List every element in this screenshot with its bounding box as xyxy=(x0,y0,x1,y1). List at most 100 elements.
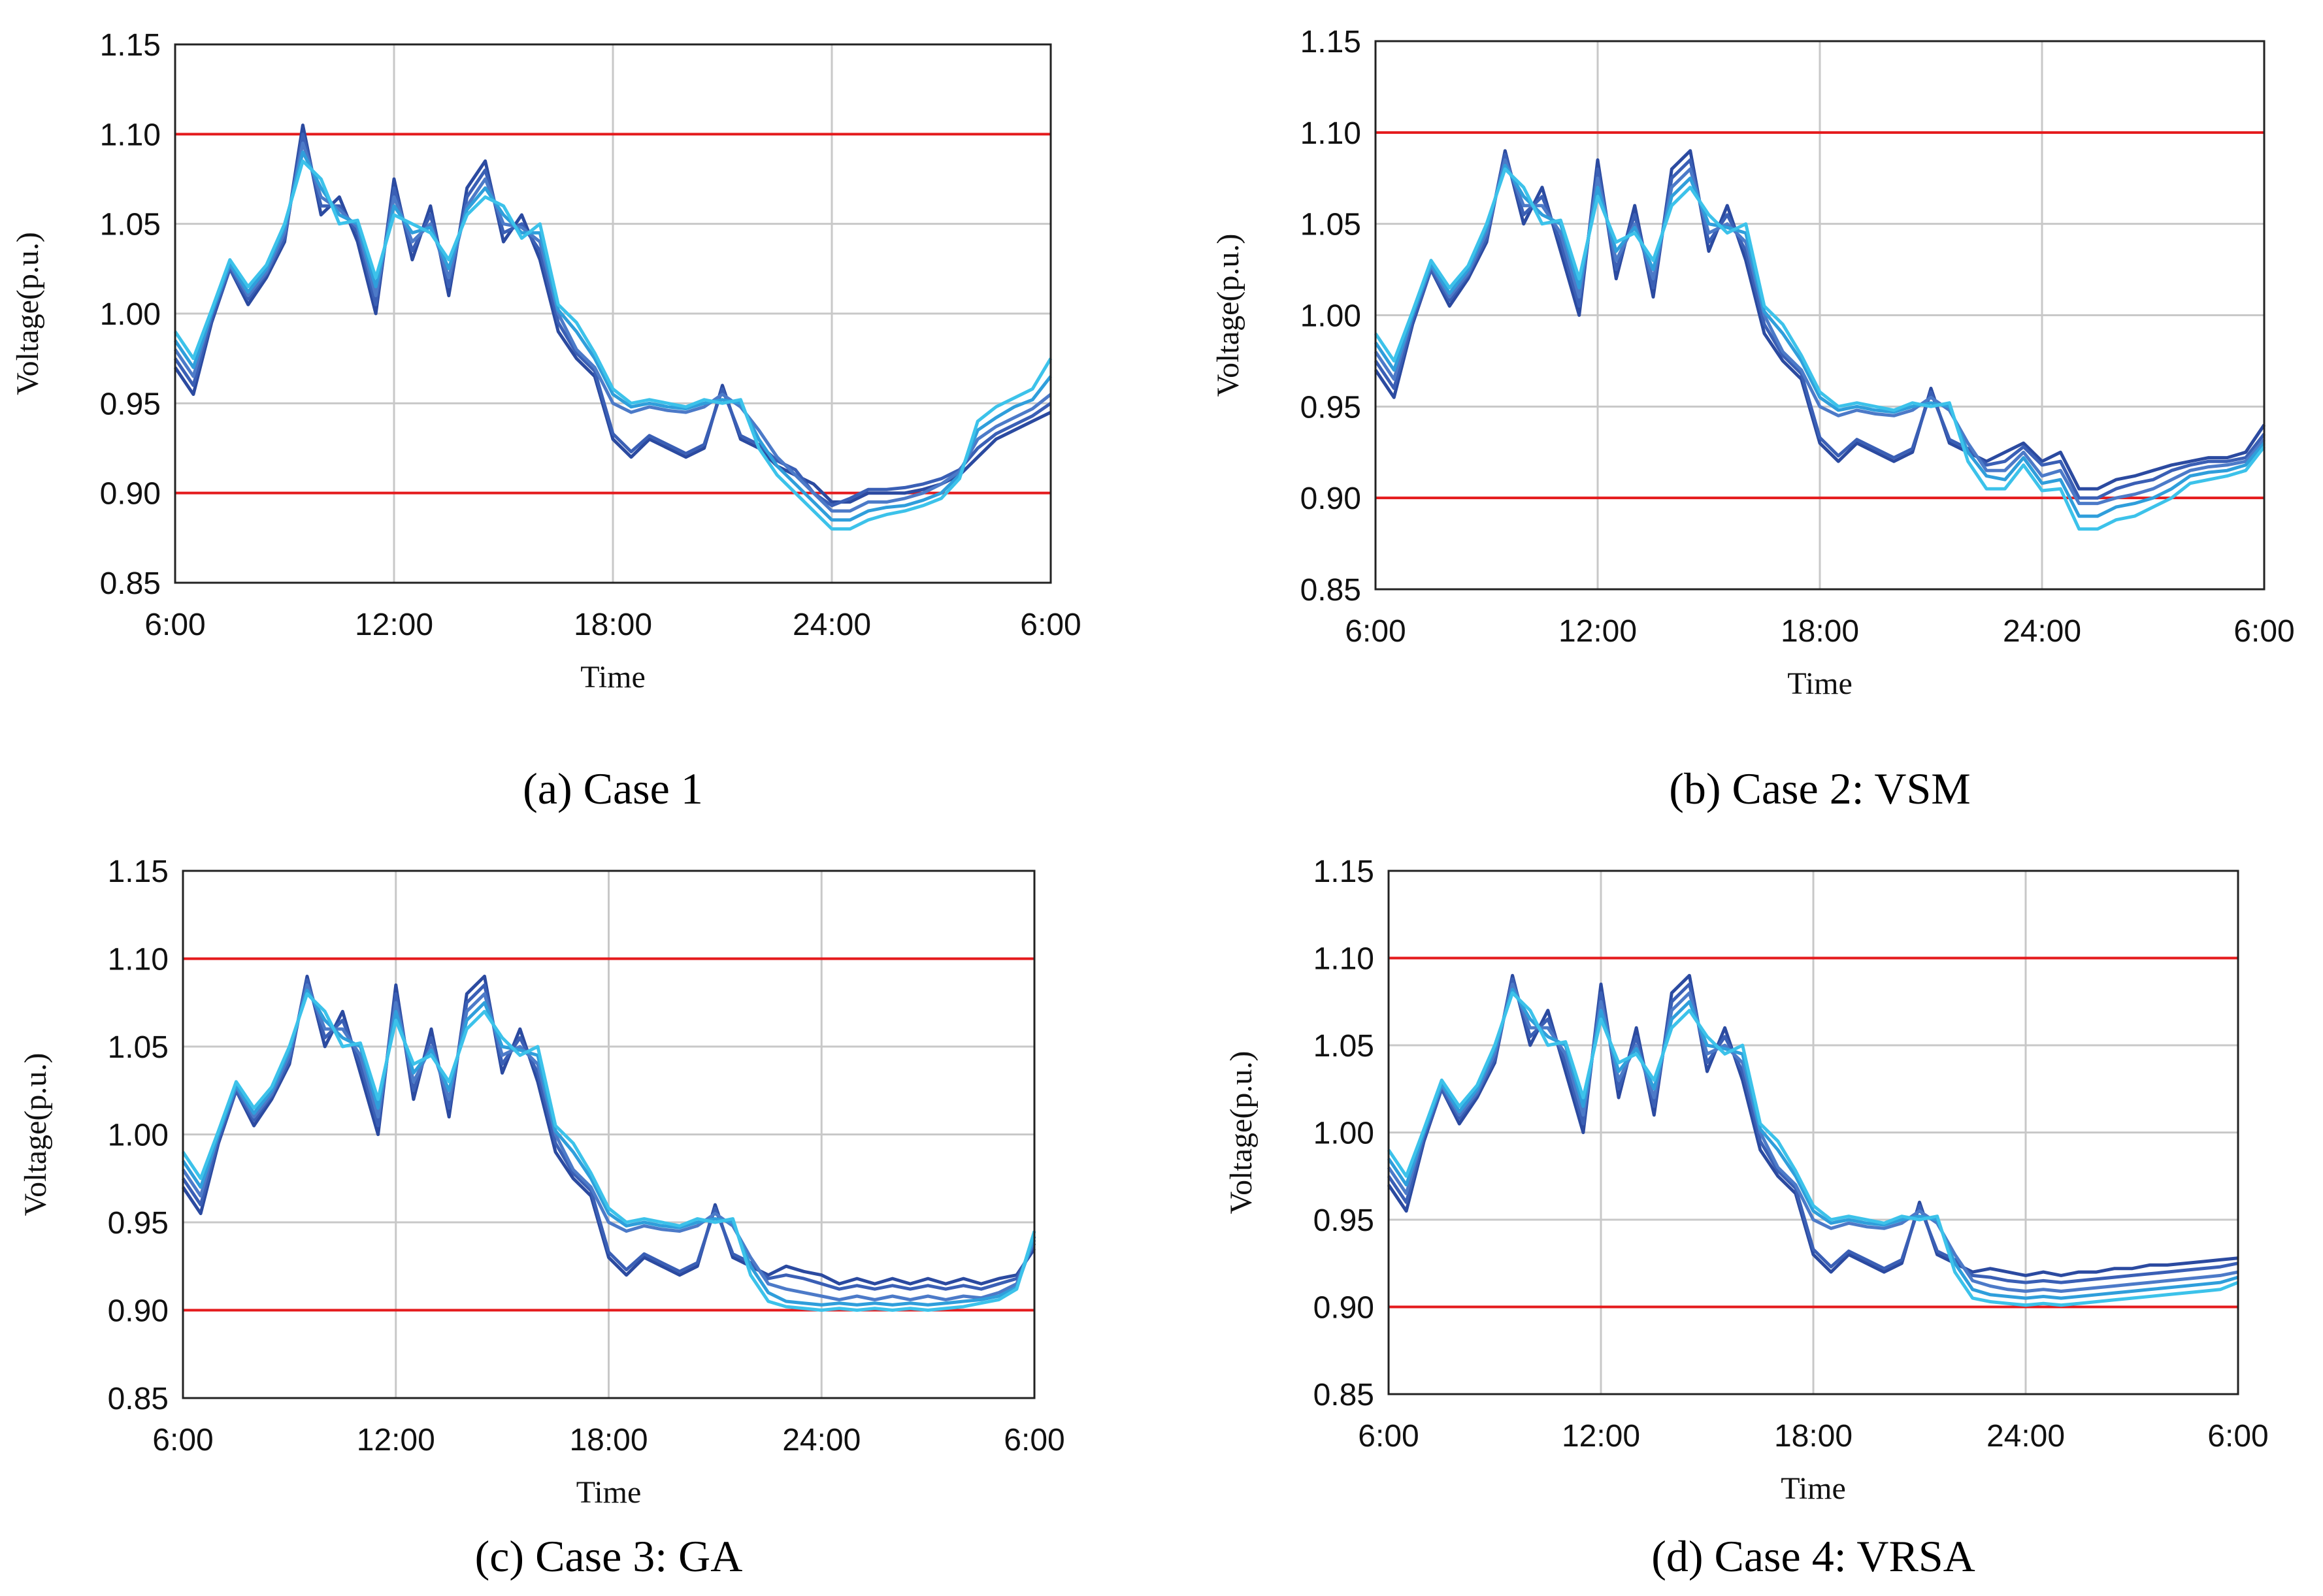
y-tick-label-b-6: 1.15 xyxy=(1300,25,1361,59)
y-tick-label-d-2: 0.95 xyxy=(1313,1203,1374,1238)
y-tick-label-c-6: 1.15 xyxy=(108,855,169,889)
x-tick-label-a-3: 24:00 xyxy=(793,608,871,642)
caption-c: (c) Case 3: GA xyxy=(475,1531,743,1581)
y-tick-label-a-5: 1.10 xyxy=(100,118,161,152)
x-tick-label-b-1: 12:00 xyxy=(1558,614,1637,649)
y-tick-label-a-6: 1.15 xyxy=(100,28,161,63)
x-tick-label-d-0: 6:00 xyxy=(1358,1419,1419,1454)
y-tick-label-a-1: 0.90 xyxy=(100,477,161,512)
y-tick-label-a-4: 1.05 xyxy=(100,208,161,242)
y-tick-label-b-3: 1.00 xyxy=(1300,299,1361,334)
grid-d xyxy=(1389,871,2238,1394)
caption-a: (a) Case 1 xyxy=(523,764,703,813)
x-tick-label-a-4: 6:00 xyxy=(1020,608,1081,642)
series-line-a-2 xyxy=(173,132,1052,508)
x-axis-label-b: Time xyxy=(1787,666,1853,701)
series-line-d-5 xyxy=(1387,991,2239,1307)
x-tick-label-a-2: 18:00 xyxy=(574,608,652,642)
y-tick-label-c-0: 0.85 xyxy=(108,1382,169,1416)
x-tick-label-d-2: 18:00 xyxy=(1774,1419,1853,1454)
x-tick-label-c-0: 6:00 xyxy=(152,1423,213,1458)
series-line-a-5 xyxy=(173,159,1053,531)
y-tick-label-a-0: 0.85 xyxy=(100,566,161,601)
x-axis-label-c: Time xyxy=(576,1475,642,1510)
y-tick-label-d-6: 1.15 xyxy=(1313,855,1374,889)
caption-b: (b) Case 2: VSM xyxy=(1669,764,1971,813)
plot-frame-a xyxy=(174,43,1052,584)
x-tick-label-b-3: 24:00 xyxy=(2003,614,2081,649)
y-tick-label-b-2: 0.95 xyxy=(1300,390,1361,425)
y-axis-label-a: Voltage(p.u.) xyxy=(10,232,45,395)
y-tick-label-d-4: 1.05 xyxy=(1313,1029,1374,1064)
y-tick-label-b-0: 0.85 xyxy=(1300,573,1361,608)
series-lines-d xyxy=(1387,973,2239,1307)
x-tick-label-b-2: 18:00 xyxy=(1781,614,1859,649)
plot-frame-b xyxy=(1374,40,2265,591)
y-tick-label-d-0: 0.85 xyxy=(1313,1378,1374,1412)
series-line-b-1 xyxy=(1374,149,2266,491)
x-tick-label-d-4: 6:00 xyxy=(2207,1419,2268,1454)
y-tick-label-c-5: 1.10 xyxy=(108,943,169,977)
x-tick-label-b-0: 6:00 xyxy=(1345,614,1406,649)
series-line-b-2 xyxy=(1374,152,2265,500)
panel-c: 0.85 0.90 0.95 1.00 1.05 1.10 1.15 6:00 12:00 18:… xyxy=(18,855,1065,1581)
series-line-d-3 xyxy=(1387,983,2239,1293)
x-tick-label-b-4: 6:00 xyxy=(2233,614,2294,649)
y-axis-label-d: Voltage(p.u.) xyxy=(1224,1051,1259,1214)
grid-b xyxy=(1376,41,2264,589)
series-line-d-4 xyxy=(1387,988,2239,1300)
y-tick-label-c-3: 1.00 xyxy=(108,1118,169,1153)
y-axis-label-c: Voltage(p.u.) xyxy=(18,1053,53,1216)
series-lines-a xyxy=(173,123,1053,531)
series-line-c-5 xyxy=(181,992,1036,1312)
y-tick-label-a-2: 0.95 xyxy=(100,387,161,421)
y-tick-label-a-3: 1.00 xyxy=(100,297,161,332)
panel-d: 0.85 0.90 0.95 1.00 1.05 1.10 1.15 6:00 12:00 18:… xyxy=(1224,855,2269,1581)
plot-frame-c xyxy=(182,870,1036,1399)
grid-c xyxy=(183,871,1034,1398)
series-line-c-2 xyxy=(181,978,1036,1291)
y-tick-label-c-1: 0.90 xyxy=(108,1294,169,1329)
series-line-c-1 xyxy=(181,974,1036,1286)
series-line-b-5 xyxy=(1374,167,2265,531)
ticks-c: 0.85 0.90 0.95 1.00 1.05 1.10 1.15 6:00 12:00 18:… xyxy=(108,855,1065,1458)
series-line-d-2 xyxy=(1387,977,2239,1284)
y-tick-label-c-2: 0.95 xyxy=(108,1206,169,1241)
y-tick-label-b-1: 0.90 xyxy=(1300,481,1361,516)
series-line-c-4 xyxy=(181,988,1036,1307)
x-tick-label-a-1: 12:00 xyxy=(355,608,433,642)
series-line-b-3 xyxy=(1374,158,2265,506)
y-tick-label-d-5: 1.10 xyxy=(1313,942,1374,977)
y-tick-label-b-5: 1.10 xyxy=(1300,116,1361,151)
x-tick-label-a-0: 6:00 xyxy=(144,608,205,642)
series-line-c-3 xyxy=(181,983,1036,1301)
limit-lines-d xyxy=(1389,956,2238,1309)
ticks-b: 0.85 0.90 0.95 1.00 1.05 1.10 1.15 6:00 12:00 18:… xyxy=(1300,25,2295,649)
x-tick-label-d-3: 24:00 xyxy=(1986,1419,2065,1454)
series-line-d-1 xyxy=(1387,973,2239,1277)
x-tick-label-c-3: 24:00 xyxy=(782,1423,861,1458)
x-tick-label-c-1: 12:00 xyxy=(357,1423,435,1458)
panel-b: 0.85 0.90 0.95 1.00 1.05 1.10 1.15 6:00 12:00 18:… xyxy=(1211,25,2295,813)
series-line-b-4 xyxy=(1374,163,2265,518)
x-axis-label-d: Time xyxy=(1781,1471,1846,1506)
ticks-d: 0.85 0.90 0.95 1.00 1.05 1.10 1.15 6:00 12:00 18:… xyxy=(1313,855,2269,1454)
y-tick-label-c-4: 1.05 xyxy=(108,1030,169,1065)
series-line-a-3 xyxy=(173,141,1052,513)
panel-a: 0.85 0.90 0.95 1.00 1.05 1.10 1.15 6:00 12:00 18:… xyxy=(10,28,1081,813)
plot-frame-d xyxy=(1387,870,2239,1395)
series-line-a-4 xyxy=(173,150,1052,522)
ticks-a: 0.85 0.90 0.95 1.00 1.05 1.10 1.15 6:00 12:00 18:… xyxy=(100,28,1081,642)
series-line-a-1 xyxy=(173,123,1052,504)
x-axis-label-a: Time xyxy=(580,660,646,694)
y-tick-label-d-3: 1.00 xyxy=(1313,1116,1374,1151)
y-tick-label-b-4: 1.05 xyxy=(1300,208,1361,242)
series-lines-c xyxy=(181,974,1036,1312)
caption-d: (d) Case 4: VRSA xyxy=(1651,1531,1975,1581)
y-tick-label-d-1: 0.90 xyxy=(1313,1291,1374,1326)
y-axis-label-b: Voltage(p.u.) xyxy=(1211,234,1245,397)
series-lines-b xyxy=(1374,149,2266,531)
x-tick-label-c-2: 18:00 xyxy=(569,1423,648,1458)
x-tick-label-d-1: 12:00 xyxy=(1562,1419,1640,1454)
